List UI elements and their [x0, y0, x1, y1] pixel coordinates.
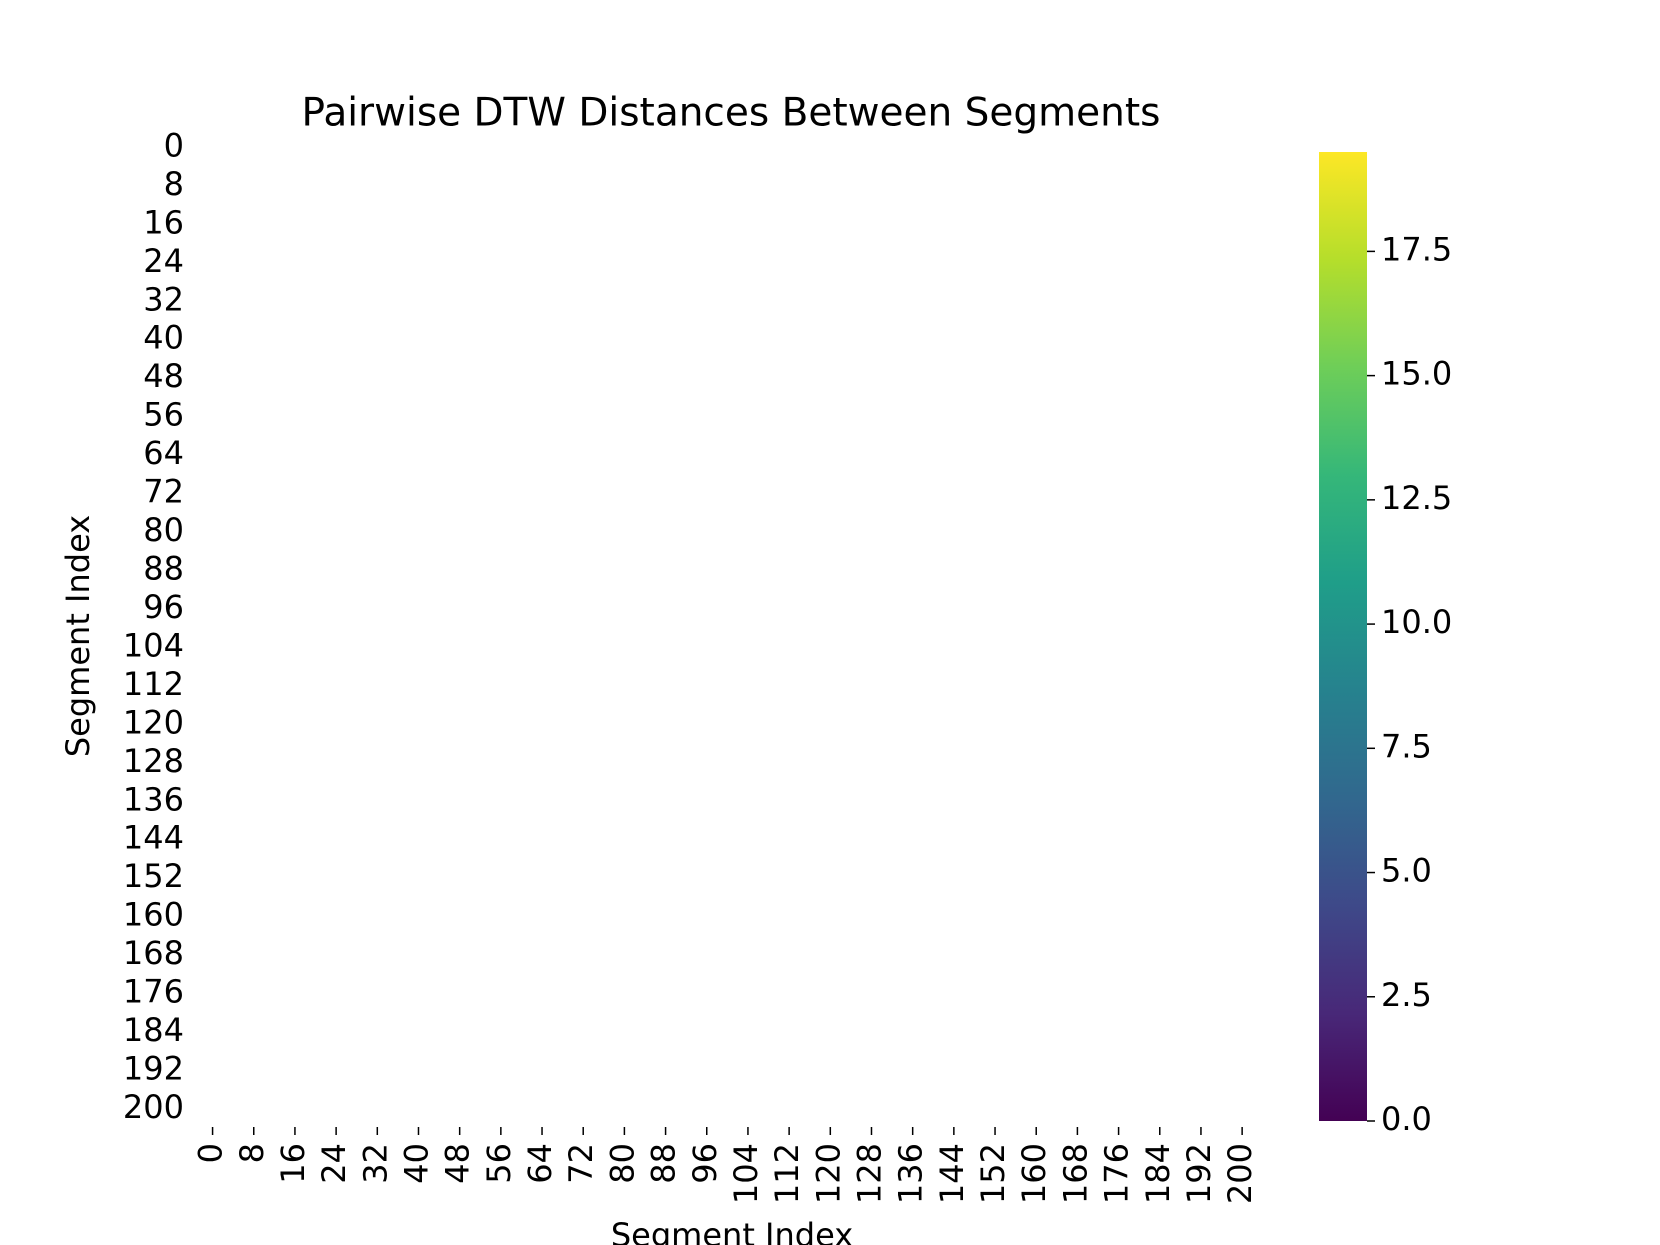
x-tick-label: 176 — [1098, 1143, 1136, 1204]
x-tick-label: 56 — [480, 1143, 518, 1184]
colorbar-tick-label: 7.5 — [1381, 727, 1432, 765]
y-tick-label: 16 — [143, 203, 184, 241]
y-tick-label: 168 — [123, 934, 184, 972]
y-tick-label: 64 — [143, 434, 184, 472]
y-tick-label: 184 — [123, 1011, 184, 1049]
x-tick-label: 48 — [439, 1143, 477, 1184]
x-tick-label: 72 — [562, 1143, 600, 1184]
x-tick-label: 8 — [233, 1143, 271, 1163]
y-tick-label: 96 — [143, 588, 184, 626]
y-tick-label: 72 — [143, 473, 184, 511]
y-tick-label: 200 — [123, 1088, 184, 1126]
x-tick-label: 24 — [315, 1143, 353, 1184]
y-tick-label: 192 — [123, 1050, 184, 1088]
y-tick-label: 48 — [143, 357, 184, 395]
x-tick-label: 96 — [686, 1143, 724, 1184]
y-tick-label: 56 — [143, 396, 184, 434]
x-tick-label: 0 — [192, 1143, 230, 1163]
x-tick-label: 160 — [1015, 1143, 1053, 1204]
x-tick-label: 184 — [1139, 1143, 1177, 1204]
x-tick-label: 40 — [397, 1143, 435, 1184]
x-tick-label: 120 — [809, 1143, 847, 1204]
x-tick-label: 88 — [645, 1143, 683, 1184]
x-tick-label: 168 — [1056, 1143, 1094, 1204]
y-tick-label: 120 — [123, 703, 184, 741]
y-tick-label: 24 — [143, 242, 184, 280]
colorbar-tick-label: 15.0 — [1381, 355, 1452, 393]
x-axis-label: Segment Index — [611, 1216, 853, 1245]
y-tick-label: 176 — [123, 973, 184, 1011]
y-tick-label: 80 — [143, 511, 184, 549]
y-axis-label: Segment Index — [59, 515, 97, 757]
y-tick-label: 8 — [164, 165, 184, 203]
colorbar-tick-label: 0.0 — [1381, 1100, 1432, 1138]
x-tick-label: 192 — [1180, 1143, 1218, 1204]
x-tick-label: 104 — [727, 1143, 765, 1204]
x-tick-label: 128 — [850, 1143, 888, 1204]
x-tick-label: 32 — [356, 1143, 394, 1184]
x-tick-label: 80 — [603, 1143, 641, 1184]
y-tick-label: 40 — [143, 319, 184, 357]
chart-title: Pairwise DTW Distances Between Segments — [302, 91, 1161, 136]
y-tick-label: 104 — [123, 626, 184, 664]
colorbar — [1319, 152, 1367, 1121]
x-tick-label: 200 — [1221, 1143, 1259, 1204]
y-tick-label: 112 — [123, 665, 184, 703]
y-tick-label: 136 — [123, 780, 184, 818]
colorbar-tick-label: 17.5 — [1381, 230, 1452, 268]
colorbar-tick-label: 12.5 — [1381, 479, 1452, 517]
x-tick-label: 136 — [892, 1143, 930, 1204]
x-tick-label: 64 — [521, 1143, 559, 1184]
y-tick-label: 152 — [123, 857, 184, 895]
colorbar-tick-label: 2.5 — [1381, 976, 1432, 1014]
x-tick-label: 152 — [974, 1143, 1012, 1204]
x-tick-label: 144 — [933, 1143, 971, 1204]
y-tick-label: 88 — [143, 549, 184, 587]
x-tick-label: 16 — [274, 1143, 312, 1184]
x-tick-label: 112 — [768, 1143, 806, 1204]
y-tick-label: 0 — [164, 126, 184, 164]
y-tick-label: 32 — [143, 280, 184, 318]
y-tick-label: 160 — [123, 896, 184, 934]
colorbar-tick-label: 10.0 — [1381, 603, 1452, 641]
y-tick-label: 128 — [123, 742, 184, 780]
y-tick-label: 144 — [123, 819, 184, 857]
colorbar-tick-label: 5.0 — [1381, 852, 1432, 890]
